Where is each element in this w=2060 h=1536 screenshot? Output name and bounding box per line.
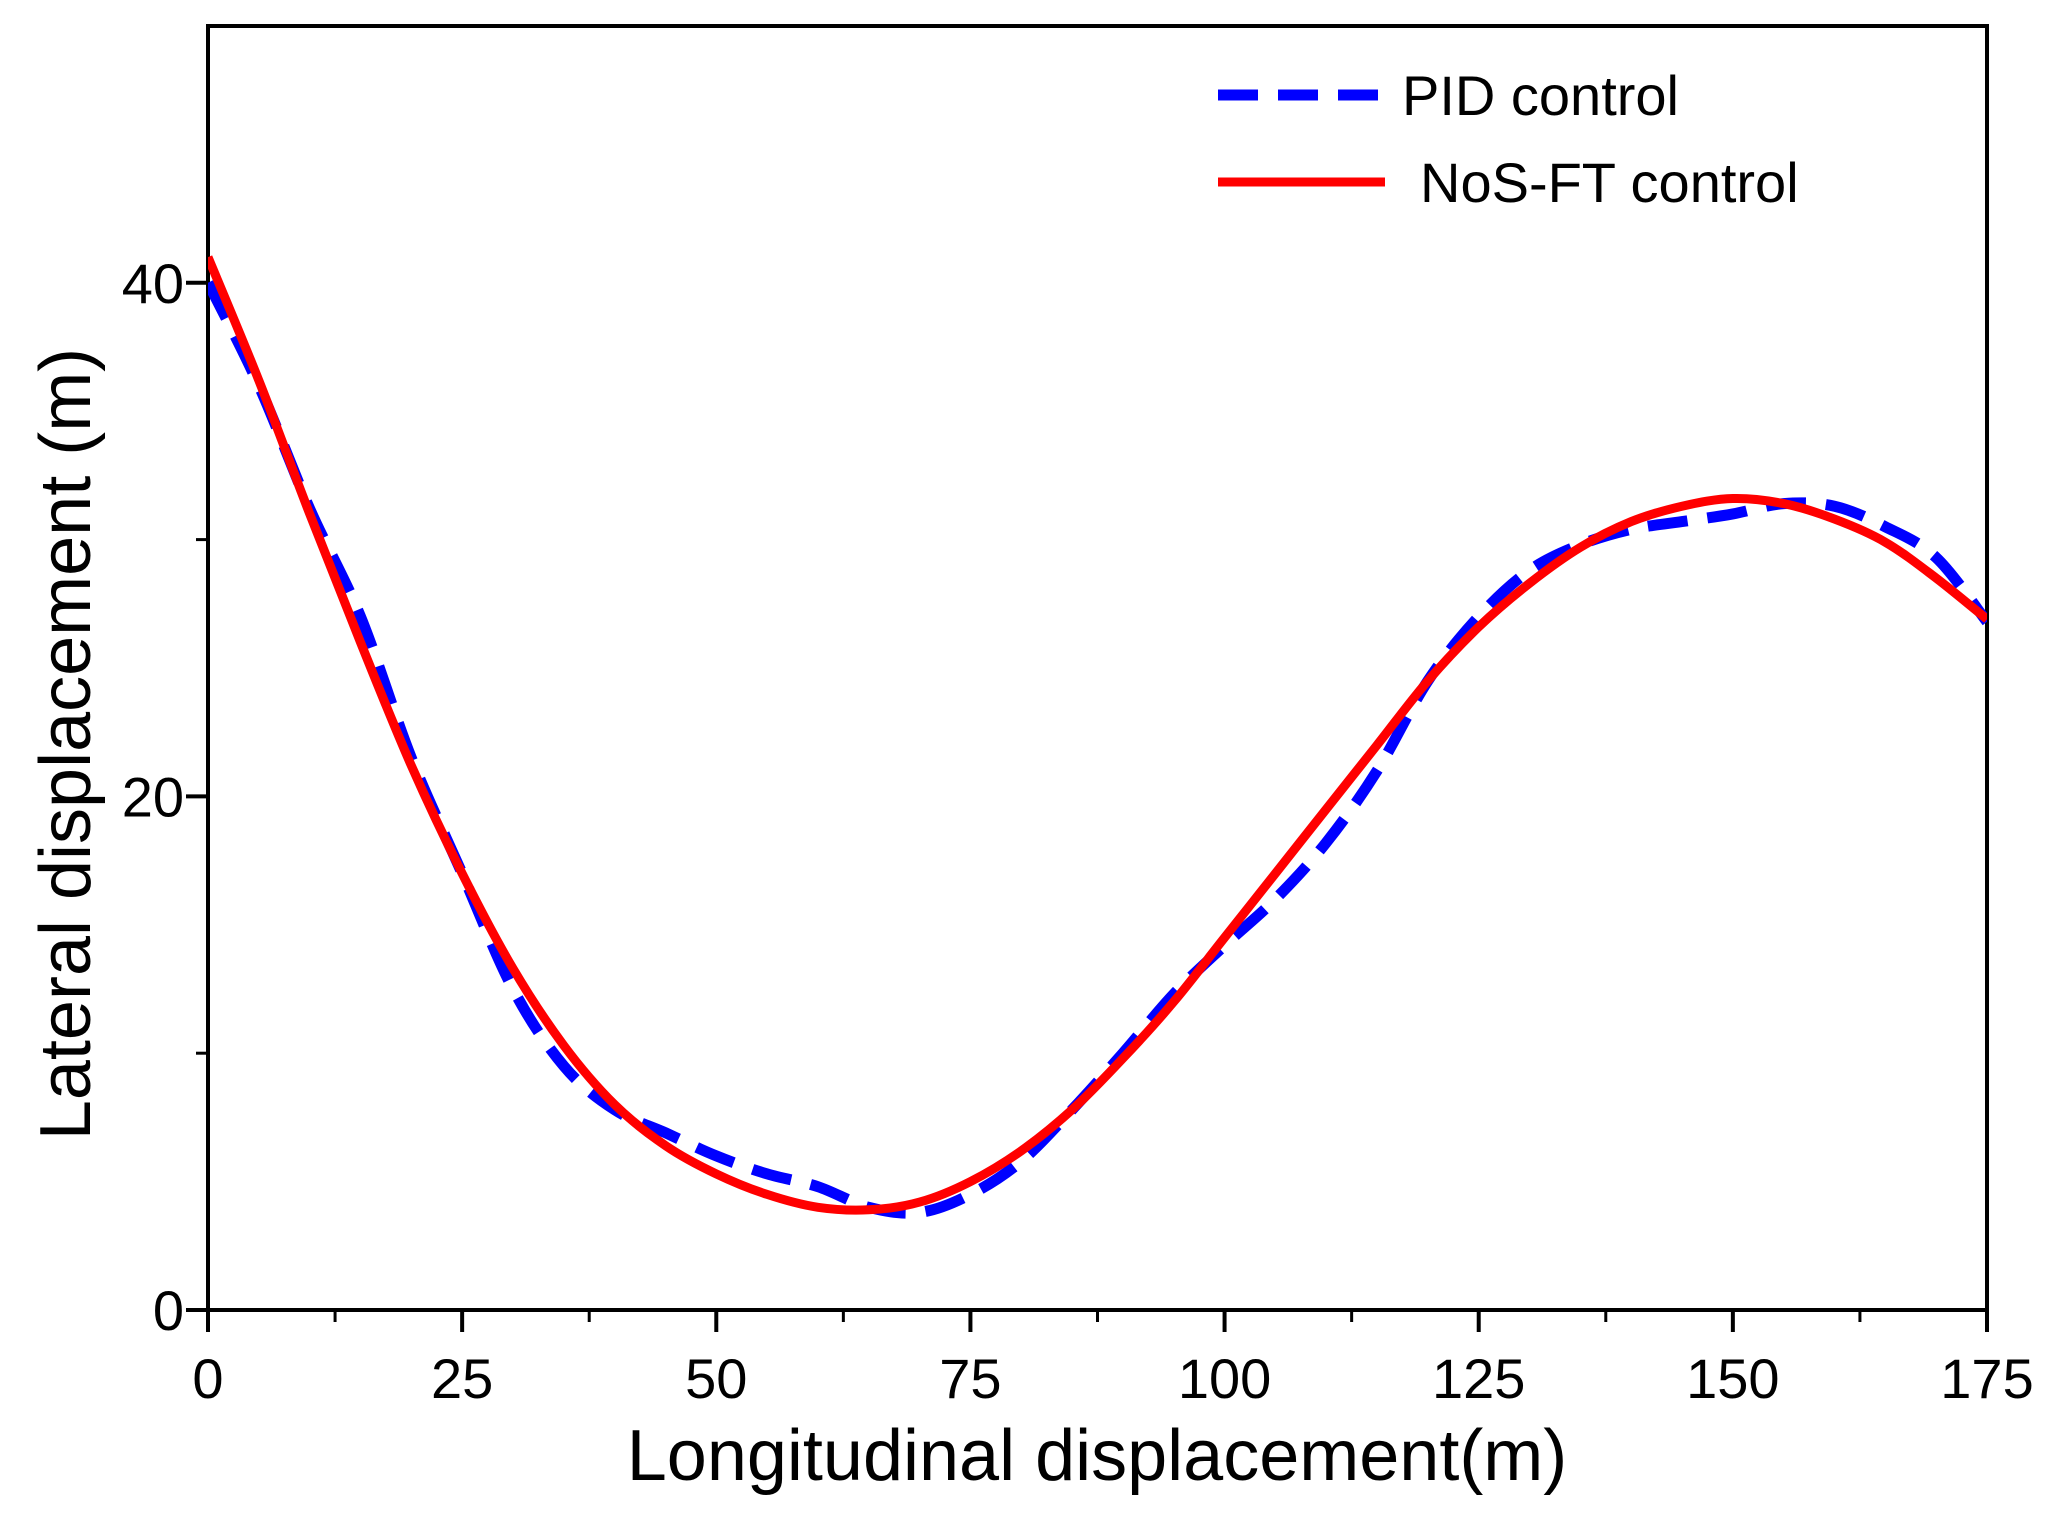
series-line-nos-ft [208,255,1987,1215]
x-axis-title: Longitudinal displacement(m) [627,1416,1568,1496]
axes-layer: 0 25 50 75 100 125 150 175 0 20 40 [122,252,2034,1410]
x-tick-label: 25 [431,1347,493,1410]
y-tick-label: 40 [122,252,184,315]
legend-label: NoS-FT control [1420,151,1799,214]
legend: PID control NoS-FT control [1218,64,1799,214]
x-tick-label: 100 [1178,1347,1271,1410]
legend-label: PID control [1402,64,1679,127]
x-tick-label: 125 [1432,1347,1525,1410]
x-tick-label: 175 [1940,1347,2033,1410]
y-tick-label: 20 [122,765,184,828]
x-tick-label: 0 [192,1347,223,1410]
x-tick-label: 50 [685,1347,747,1410]
y-axis-title: Lateral displacement (m) [26,348,106,1140]
series-layer [208,255,1987,1219]
x-tick-label: 75 [939,1347,1001,1410]
y-tick-label: 0 [153,1279,184,1342]
series-line-pid [208,280,1987,1219]
plot-area [206,24,1989,1312]
plot-frame [206,24,1989,1312]
x-tick-label: 150 [1686,1347,1779,1410]
